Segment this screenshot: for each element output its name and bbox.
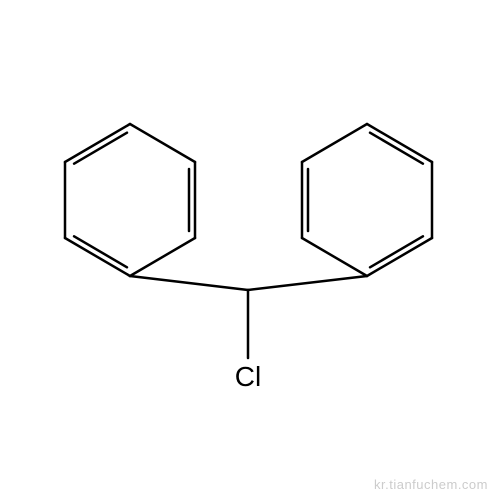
molecule-svg	[0, 0, 500, 500]
chlorine-label: Cl	[235, 361, 261, 393]
watermark-text: kr.tianfuchem.com	[374, 477, 488, 492]
molecule-diagram: Cl kr.tianfuchem.com	[0, 0, 500, 500]
